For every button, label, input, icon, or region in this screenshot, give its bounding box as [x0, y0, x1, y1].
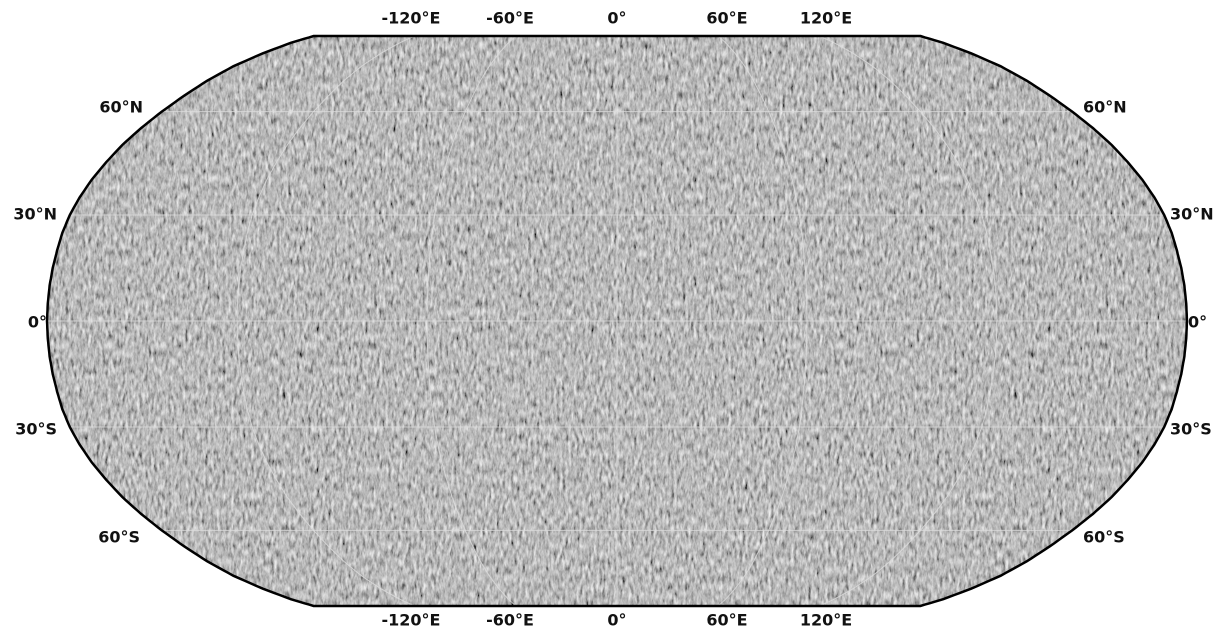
- latitude-label: 0°: [1188, 313, 1207, 332]
- map-outline: [45, 34, 1189, 608]
- graticule: [47, 36, 1187, 606]
- gravity-texture: [47, 36, 1187, 606]
- longitude-label: -60°E: [486, 611, 534, 630]
- longitude-label: -120°E: [382, 9, 441, 28]
- longitude-label: 120°E: [800, 9, 852, 28]
- latitude-label: 30°N: [1170, 205, 1214, 224]
- latitude-label: 30°S: [15, 420, 57, 439]
- longitude-label: 60°E: [706, 9, 747, 28]
- latitude-label: 30°S: [1170, 420, 1212, 439]
- longitude-label: -120°E: [382, 611, 441, 630]
- latitude-label: 60°N: [1083, 98, 1127, 117]
- longitude-label: 120°E: [800, 611, 852, 630]
- map-surface: [47, 36, 1187, 606]
- longitude-label: 60°E: [706, 611, 747, 630]
- latitude-label: 30°N: [13, 205, 57, 224]
- longitude-label: 0°: [607, 611, 626, 630]
- longitude-label: 0°: [607, 9, 626, 28]
- latitude-label: 60°S: [1083, 528, 1125, 547]
- latitude-label: 60°N: [99, 98, 143, 117]
- longitude-label: -60°E: [486, 9, 534, 28]
- latitude-label: 0°: [28, 313, 47, 332]
- latitude-label: 60°S: [98, 528, 140, 547]
- labels: -120°E -60°E 0° 60°E 120°E -120°E -60°E 0° 60°E 1…: [13, 9, 1213, 630]
